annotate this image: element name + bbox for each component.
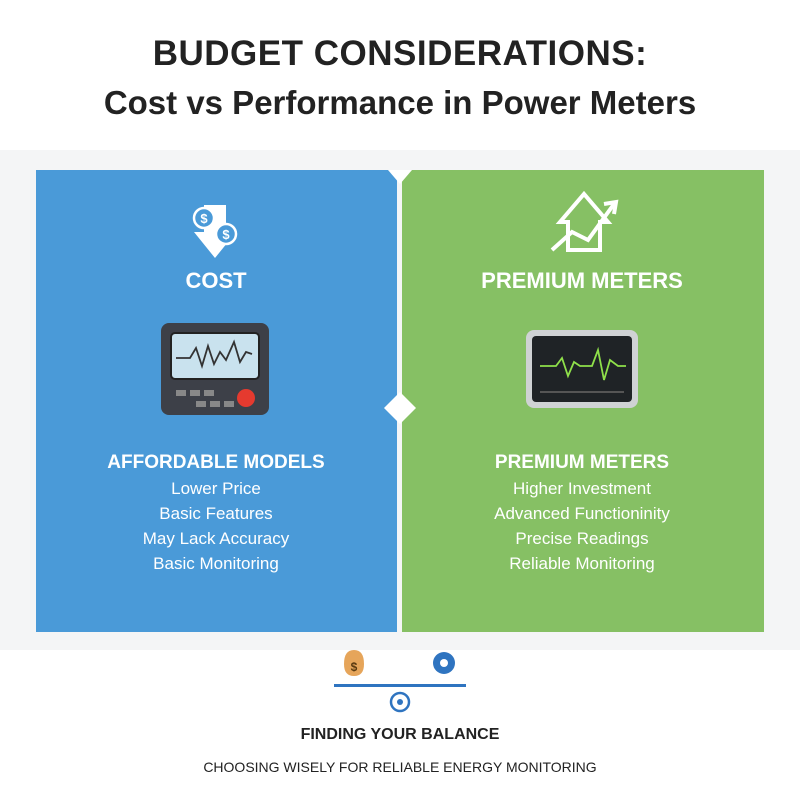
cost-icon: $ $: [192, 205, 238, 258]
premium-icon: [550, 190, 619, 252]
svg-text:$: $: [200, 211, 208, 226]
feature-item: Basic Features: [159, 504, 273, 523]
svg-text:$: $: [351, 660, 358, 674]
panel-subheading: AFFORDABLE MODELS: [107, 452, 325, 473]
notch: [388, 170, 412, 184]
feature-item: Lower Price: [171, 479, 261, 498]
premium-meter-image: [526, 330, 638, 408]
panel-heading: PREMIUM METERS: [481, 268, 683, 293]
feature-item: Basic Monitoring: [153, 554, 279, 573]
feature-item: May Lack Accuracy: [142, 529, 290, 548]
feature-list: Lower Price Basic Features May Lack Accura…: [36, 476, 396, 576]
subtitle: Cost vs Performance in Power Meters: [103, 84, 697, 121]
budget-meter-image: [161, 323, 269, 415]
panel-subheading: PREMIUM METERS: [494, 452, 670, 473]
panel-heading: COST: [185, 268, 247, 293]
footer-heading: FINDING YOUR BALANCE: [300, 726, 500, 743]
feature-item: Higher Investment: [513, 479, 651, 498]
footer-tagline: CHOOSING WISELY FOR RELIABLE ENERGY MONI…: [203, 759, 597, 775]
center-diamond: [384, 392, 416, 424]
balance-icon: $: [334, 650, 466, 713]
svg-text:$: $: [222, 227, 230, 242]
feature-item: Reliable Monitoring: [509, 554, 655, 573]
feature-item: Precise Readings: [515, 529, 649, 548]
feature-list: Higher Investment Advanced Functioninity P…: [402, 476, 762, 576]
title: BUDGET CONSIDERATIONS:: [152, 34, 648, 73]
feature-item: Advanced Functioninity: [494, 504, 670, 523]
